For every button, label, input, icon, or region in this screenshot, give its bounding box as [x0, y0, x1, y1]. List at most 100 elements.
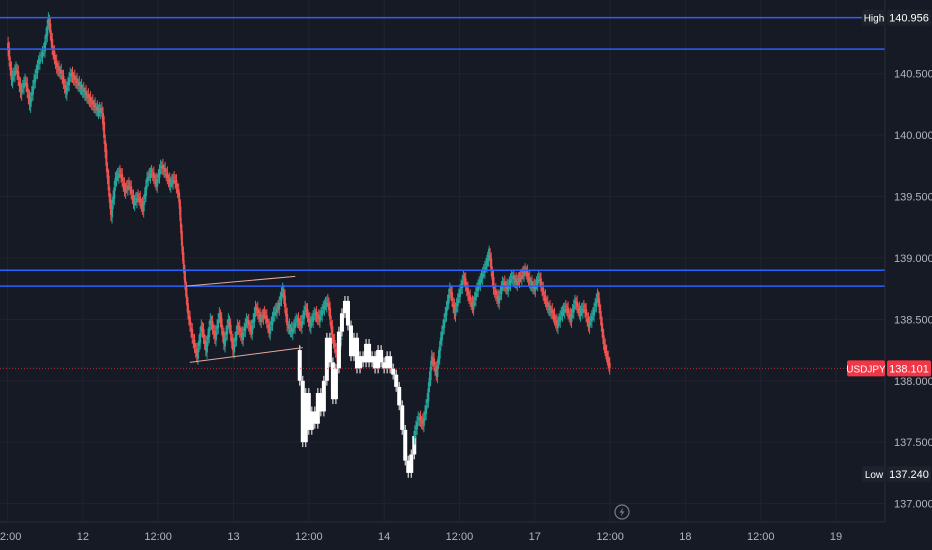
candle-body	[297, 318, 300, 323]
candle-body	[285, 309, 288, 317]
trend-line[interactable]	[185, 275, 296, 287]
candle-body	[225, 331, 228, 336]
x-tick-label: 13	[227, 531, 239, 543]
candle-body	[588, 322, 591, 328]
candle-body	[94, 103, 97, 108]
candle-body	[207, 334, 210, 340]
candle-body	[532, 287, 535, 289]
candle-body	[536, 279, 539, 285]
candle-body	[105, 149, 108, 166]
candle-body	[549, 306, 552, 311]
candle-body	[18, 82, 21, 86]
candle-body	[214, 331, 217, 341]
candle-body	[394, 374, 399, 387]
candle-body	[85, 91, 88, 96]
candle-body	[417, 417, 420, 420]
candle-body	[251, 325, 254, 335]
low-label-value-text: 137.240	[889, 469, 929, 481]
candle-body	[282, 291, 285, 298]
candle-body	[35, 70, 38, 73]
candle-body	[12, 73, 15, 75]
candle-body	[91, 100, 94, 105]
candle-body	[236, 325, 239, 330]
candle-body	[200, 325, 203, 331]
high-label-value	[887, 9, 931, 26]
candle-body	[456, 299, 459, 307]
candle-body	[167, 180, 170, 182]
candle-body	[580, 309, 583, 311]
candle-body	[594, 303, 597, 307]
candle-body	[504, 287, 507, 289]
candle-body	[45, 33, 48, 39]
candle-body	[593, 308, 596, 316]
candle-body	[64, 85, 67, 93]
candle-body	[77, 84, 80, 86]
candle-body	[437, 356, 440, 363]
candle-body	[81, 90, 84, 92]
candle-body	[290, 327, 293, 332]
candle-body	[321, 310, 324, 316]
candle-body	[443, 319, 446, 328]
candle-body	[324, 303, 327, 305]
price-axis[interactable]: 140.500 140.000 139.500 139.000 138.500 138.0…	[894, 69, 932, 511]
candle-body	[277, 306, 280, 308]
candle-body	[178, 198, 181, 209]
trend-line[interactable]	[189, 347, 303, 363]
candle-body	[595, 299, 598, 307]
candle-body	[333, 339, 336, 347]
candle-body	[177, 189, 180, 197]
candle-body	[160, 167, 163, 169]
candle-body	[233, 343, 236, 353]
candle-body	[265, 315, 268, 323]
candle-body	[596, 294, 599, 297]
candle-body	[426, 399, 429, 403]
candle-body	[70, 75, 73, 77]
candle-body	[44, 41, 47, 52]
candle-body	[116, 174, 119, 176]
candle-body	[576, 301, 579, 308]
candle-body	[65, 87, 68, 95]
candle-body	[234, 337, 237, 342]
candle-body	[247, 319, 250, 326]
candle-body	[211, 321, 214, 329]
candle-body	[452, 303, 455, 308]
candle-body	[186, 303, 189, 314]
candle-body	[71, 72, 74, 77]
candle-body	[303, 311, 306, 319]
candle-body	[122, 183, 125, 186]
candle-body	[406, 460, 411, 473]
candle-body	[427, 388, 430, 402]
candle-body	[231, 339, 234, 351]
candle-body	[89, 97, 92, 102]
candle-body	[238, 326, 241, 332]
candle-body	[55, 60, 58, 68]
candle-body	[508, 282, 511, 284]
candle-body	[586, 318, 589, 321]
lightning-icon[interactable]	[614, 504, 630, 520]
candle-body	[254, 307, 257, 311]
candle-body	[168, 178, 171, 185]
candle-body	[151, 174, 154, 176]
candle-body	[315, 312, 318, 317]
candle-body	[490, 258, 493, 271]
candle-body	[555, 319, 558, 326]
candle-body	[237, 327, 240, 329]
time-axis[interactable]: 12:00 12 12:00 13 12:00 14 12:00 17 12:00 18 12:00…	[0, 531, 842, 543]
price-labels: High 140.956 Low 137.240 USDJPY 138.101	[846, 9, 931, 483]
low-label-value	[887, 466, 931, 483]
candle-body	[474, 293, 477, 301]
candle-body	[54, 60, 57, 63]
candle-body	[512, 275, 515, 280]
candle-body	[108, 192, 111, 203]
candle-body	[240, 332, 243, 338]
candle-body	[78, 81, 81, 86]
candle-body	[62, 75, 65, 83]
candle-body	[589, 319, 592, 321]
candle-body	[252, 319, 255, 324]
candle-body	[117, 173, 120, 178]
candle-body	[217, 319, 220, 328]
candle-body	[149, 173, 152, 178]
candle-body	[527, 278, 530, 280]
candle-body	[243, 328, 246, 331]
